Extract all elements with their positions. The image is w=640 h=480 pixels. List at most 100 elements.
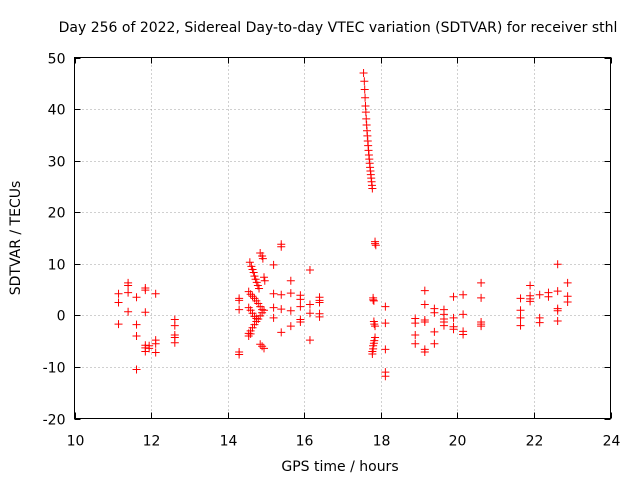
data-point [516, 294, 525, 303]
data-point [235, 350, 244, 359]
data-point [246, 290, 255, 299]
data-point [430, 308, 439, 317]
data-point [248, 292, 257, 301]
data-point [277, 328, 286, 337]
data-point [420, 286, 429, 295]
y-tick-label: -20 [43, 413, 66, 429]
data-point [305, 300, 314, 309]
data-point [516, 321, 525, 330]
data-point [449, 292, 458, 301]
data-point [255, 284, 264, 293]
data-point [430, 327, 439, 336]
data-point [459, 330, 468, 339]
data-point [269, 303, 278, 312]
data-point [296, 295, 305, 304]
data-point [477, 293, 486, 302]
data-point [244, 331, 253, 340]
data-point [553, 287, 562, 296]
data-point [315, 298, 324, 307]
data-point [563, 278, 572, 287]
data-point [246, 329, 255, 338]
x-tick-label: 16 [296, 434, 314, 450]
x-tick-label: 12 [143, 434, 161, 450]
data-point [145, 344, 154, 353]
data-point [132, 365, 141, 374]
data-point [260, 344, 269, 353]
data-point [258, 254, 267, 263]
data-point [249, 268, 258, 277]
data-point [124, 281, 133, 290]
data-point [132, 320, 141, 329]
data-point [124, 288, 133, 297]
y-tick-label: 30 [48, 155, 66, 171]
data-point [277, 242, 286, 251]
data-point [477, 322, 486, 331]
x-tick-label: 14 [220, 434, 238, 450]
data-point [141, 308, 150, 317]
data-point [296, 318, 305, 327]
data-point [516, 313, 525, 322]
data-point [235, 305, 244, 314]
data-point [553, 306, 562, 315]
data-point [516, 306, 525, 315]
data-point [256, 340, 265, 349]
y-tick-labels: -20 -10 0 10 20 30 40 50 [43, 52, 66, 429]
data-point [360, 77, 369, 86]
data-point [114, 298, 123, 307]
data-point [544, 292, 553, 301]
data-point [269, 289, 278, 298]
data-point [305, 309, 314, 318]
chart-title: Day 256 of 2022, Sidereal Day-to-day VTE… [59, 20, 618, 36]
data-point [286, 276, 295, 285]
data-point [420, 318, 429, 327]
data-point [420, 300, 429, 309]
data-point [371, 241, 380, 250]
data-point [245, 258, 254, 267]
data-point [553, 317, 562, 326]
data-point [368, 350, 377, 359]
data-point [553, 260, 562, 269]
data-point [286, 322, 295, 331]
data-point [258, 342, 267, 351]
x-tick-labels: 10 12 14 16 18 20 22 24 [67, 434, 621, 450]
data-point [526, 297, 535, 306]
data-point [132, 331, 141, 340]
data-point [260, 306, 269, 315]
x-tick-label: 24 [603, 434, 621, 450]
data-point [370, 320, 379, 329]
y-tick-label: 20 [48, 206, 66, 222]
data-point [477, 278, 486, 287]
x-tick-label: 10 [67, 434, 85, 450]
data-point [151, 348, 160, 357]
data-point [420, 347, 429, 356]
data-point [411, 319, 420, 328]
data-point [563, 297, 572, 306]
data-point [286, 306, 295, 315]
data-point [439, 321, 448, 330]
data-point [286, 289, 295, 298]
data-point [449, 325, 458, 334]
data-point [260, 273, 269, 282]
data-point [114, 289, 123, 298]
y-tick-label: 0 [57, 309, 66, 325]
data-point [381, 345, 390, 354]
data-point [381, 302, 390, 311]
y-tick-label: 10 [48, 258, 66, 274]
grid-layer [74, 57, 611, 419]
data-point [315, 312, 324, 321]
data-point [371, 322, 380, 331]
data-point [124, 307, 133, 316]
data-point [235, 296, 244, 305]
data-point [430, 339, 439, 348]
data-point [260, 276, 269, 285]
x-tick-label: 18 [373, 434, 391, 450]
tick-layer [74, 57, 612, 420]
y-tick-label: 50 [48, 52, 66, 68]
data-point [114, 320, 123, 329]
data-point [132, 293, 141, 302]
x-tick-label: 22 [526, 434, 544, 450]
data-point [381, 319, 390, 328]
data-point [277, 305, 286, 314]
y-axis-label: SDTVAR / TECUs [8, 181, 24, 296]
